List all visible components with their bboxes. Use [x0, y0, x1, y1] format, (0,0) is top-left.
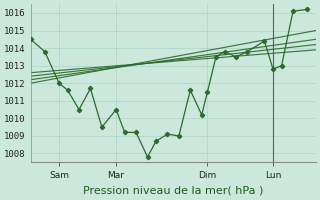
X-axis label: Pression niveau de la mer( hPa ): Pression niveau de la mer( hPa ): [83, 186, 263, 196]
